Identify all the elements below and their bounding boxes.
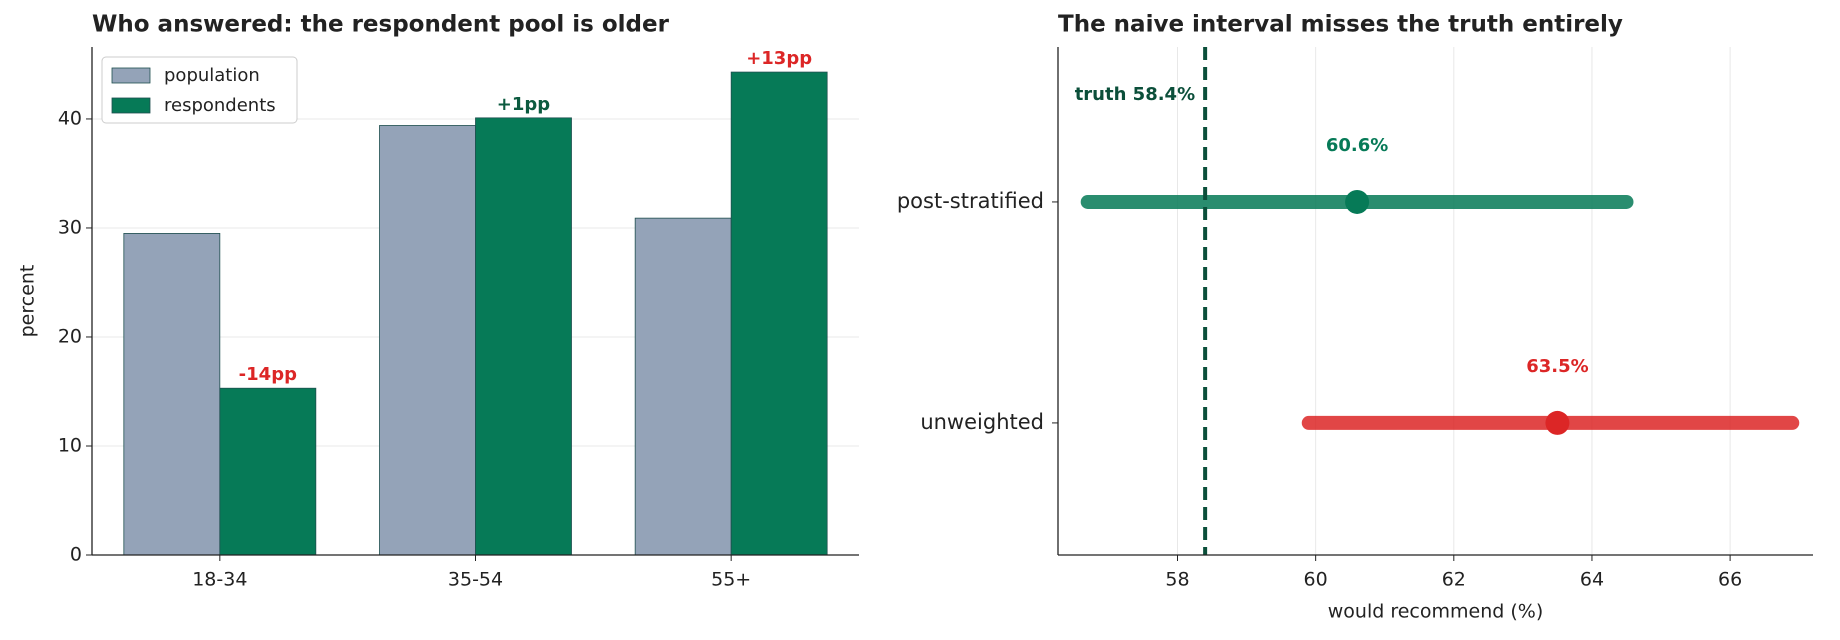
- x-tick-label: 62: [1442, 569, 1466, 591]
- y-tick-label: 40: [58, 107, 82, 129]
- y-tick-label: 30: [58, 216, 82, 238]
- value-label: 63.5%: [1526, 356, 1588, 377]
- legend-box: [101, 56, 298, 124]
- x-axis-label: would recommend (%): [1328, 601, 1543, 623]
- x-tick-label: 18-34: [192, 569, 247, 591]
- y-tick-label: 0: [70, 544, 82, 566]
- legend-label: respondents: [164, 95, 276, 116]
- annotation: +13pp: [746, 48, 812, 69]
- chart-title: The naive interval misses the truth enti…: [1058, 12, 1623, 38]
- y-tick-label: unweighted: [920, 410, 1044, 434]
- bar: [379, 125, 476, 556]
- x-tick-label: 60: [1304, 569, 1328, 591]
- point: [1545, 410, 1570, 435]
- x-tick-label: 66: [1718, 569, 1742, 591]
- bar: [730, 71, 828, 556]
- annotation: -14pp: [239, 364, 297, 385]
- y-axis-label: percent: [17, 265, 39, 338]
- legend-label: population: [164, 65, 260, 86]
- bar: [634, 217, 732, 556]
- legend-swatch: [111, 67, 151, 84]
- y-tick-label: post-stratified: [897, 189, 1044, 213]
- annotation: +1pp: [497, 94, 550, 115]
- chart-title: Who answered: the respondent pool is old…: [92, 12, 670, 38]
- x-tick-label: 55+: [711, 569, 751, 591]
- x-tick-label: 64: [1580, 569, 1604, 591]
- point: [1345, 189, 1370, 214]
- reference-label: truth 58.4%: [1075, 84, 1195, 105]
- bar: [475, 117, 572, 556]
- y-tick-label: 10: [58, 434, 82, 456]
- value-label: 60.6%: [1326, 135, 1388, 156]
- bar: [123, 233, 221, 556]
- x-tick-label: 58: [1165, 569, 1189, 591]
- y-tick-label: 20: [58, 325, 82, 347]
- x-tick-label: 35-54: [448, 569, 503, 591]
- legend-swatch: [111, 97, 151, 114]
- bar: [219, 387, 317, 556]
